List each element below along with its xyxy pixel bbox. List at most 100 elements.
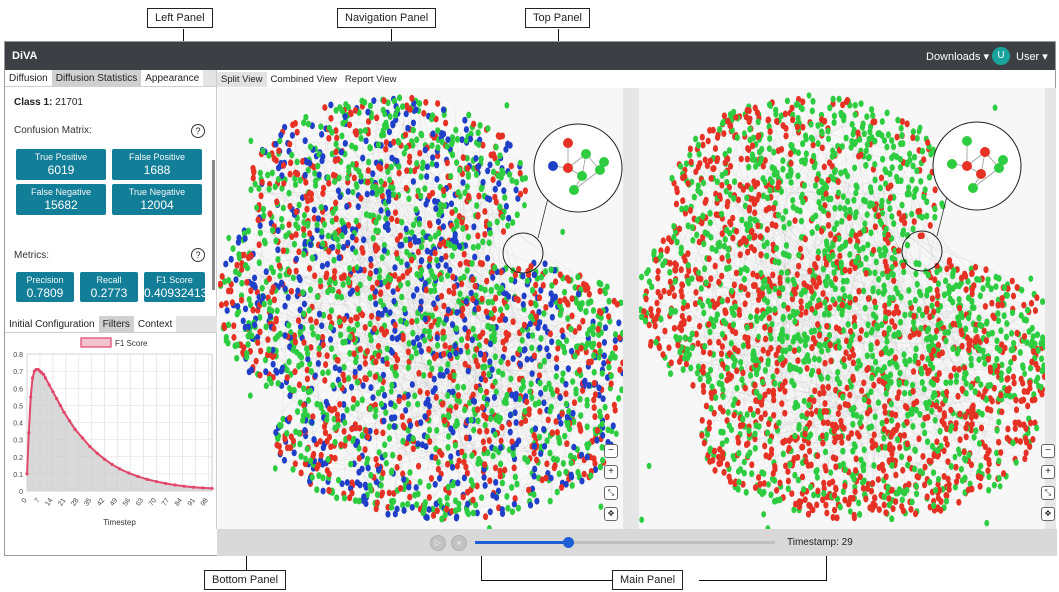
chart-point bbox=[29, 395, 33, 399]
magnifier-node bbox=[998, 155, 1008, 165]
navigation-bar: DiVA Downloads ▾ U User ▾ bbox=[5, 42, 1055, 70]
magnifier-edge bbox=[972, 167, 1000, 189]
zoom-out-icon[interactable]: − bbox=[1041, 444, 1055, 458]
recall-tile: Recall 0.2773 bbox=[80, 272, 138, 302]
tab-filters[interactable]: Filters bbox=[98, 316, 134, 332]
true-positive-value: 6019 bbox=[47, 163, 75, 177]
tab-appearance[interactable]: Appearance bbox=[141, 70, 204, 86]
precision-tile: Precision 0.7809 bbox=[16, 272, 74, 302]
confusion-help-icon[interactable]: ? bbox=[191, 124, 205, 138]
false-positive-label: False Positive bbox=[128, 152, 186, 162]
chart-ytick-label: 0.8 bbox=[13, 352, 23, 359]
user-menu[interactable]: User ▾ bbox=[1016, 51, 1048, 63]
chart-xtick-label: 63 bbox=[135, 497, 145, 507]
callout-top-panel: Top Panel bbox=[525, 8, 590, 28]
chart-point bbox=[73, 427, 77, 431]
move-icon[interactable]: ✥ bbox=[1041, 507, 1055, 521]
brand-logo[interactable]: DiVA bbox=[12, 50, 38, 62]
magnifier-connector bbox=[537, 197, 549, 239]
chart-point bbox=[136, 474, 140, 479]
graph-nodes bbox=[218, 94, 623, 529]
true-negative-tile: True Negative 12004 bbox=[112, 184, 202, 215]
chart-xtick-label: 0 bbox=[21, 497, 29, 504]
timestep-slider-fill bbox=[475, 541, 568, 544]
view-divider-left bbox=[623, 88, 639, 529]
chart-xtick-label: 35 bbox=[83, 497, 93, 507]
chart-xtick-label: 70 bbox=[148, 497, 158, 507]
chart-area-fill bbox=[27, 369, 212, 491]
chart-point bbox=[27, 431, 31, 435]
chart-xlabel: Timestep bbox=[103, 518, 136, 527]
magnifier-node bbox=[994, 163, 1004, 173]
class-summary: Class 1: 21701 bbox=[14, 97, 83, 108]
user-avatar[interactable]: U bbox=[992, 47, 1010, 65]
left-tabbar: Diffusion Diffusion Statistics Appearanc… bbox=[5, 70, 216, 87]
confusion-matrix-title: Confusion Matrix: bbox=[14, 125, 92, 136]
true-positive-label: True Positive bbox=[34, 152, 88, 162]
metrics-help-icon[interactable]: ? bbox=[191, 248, 205, 262]
tab-diffusion[interactable]: Diffusion bbox=[5, 70, 52, 86]
false-positive-value: 1688 bbox=[143, 163, 171, 177]
tab-initial-configuration[interactable]: Initial Configuration bbox=[5, 316, 99, 332]
false-negative-label: False Negative bbox=[30, 187, 92, 197]
collapse-icon[interactable]: ⤡ bbox=[604, 486, 618, 500]
chart-legend-label: F1 Score bbox=[115, 339, 148, 348]
callout-main-panel: Main Panel bbox=[612, 570, 684, 590]
zoom-in-icon[interactable]: + bbox=[604, 465, 618, 479]
callout-left-panel: Left Panel bbox=[147, 8, 213, 28]
chart-ytick-label: 0.5 bbox=[13, 403, 23, 410]
magnifier-node bbox=[968, 183, 978, 193]
class-label: Class 1: bbox=[14, 97, 53, 108]
play-icon[interactable]: ▷ bbox=[430, 535, 446, 551]
view-tabbar: Split View Combined View Report View bbox=[217, 72, 401, 87]
graph-canvas-right[interactable] bbox=[639, 88, 1045, 529]
timestep-slider[interactable] bbox=[475, 537, 775, 548]
f1-score-chart: 00.10.20.30.40.50.60.70.80 7 14 21 28 35 42 49 5… bbox=[13, 337, 214, 527]
graph-nodes bbox=[639, 92, 1045, 529]
chart-xtick-label: 7 bbox=[34, 497, 42, 504]
timestamp-value: 29 bbox=[841, 537, 853, 548]
callout-line-main-h2 bbox=[699, 580, 827, 581]
timestep-slider-thumb[interactable] bbox=[563, 537, 574, 548]
magnifier-node bbox=[962, 161, 972, 171]
left-panel: Diffusion Diffusion Statistics Appearanc… bbox=[5, 70, 217, 529]
graph-view-right[interactable] bbox=[639, 88, 1045, 529]
chart-point bbox=[55, 396, 59, 401]
chart-point bbox=[47, 383, 51, 387]
callout-line-main-h1 bbox=[481, 580, 612, 581]
chart-xtick-label: 84 bbox=[174, 497, 184, 507]
chart-point bbox=[164, 481, 168, 486]
graph-canvas-left[interactable] bbox=[218, 88, 623, 529]
metrics-title: Metrics: bbox=[14, 250, 49, 261]
tab-context[interactable]: Context bbox=[133, 316, 177, 332]
chart-point bbox=[210, 486, 214, 491]
graph-view-left[interactable] bbox=[218, 88, 623, 529]
zoom-in-icon[interactable]: + bbox=[1041, 465, 1055, 479]
left-panel-scrollbar[interactable] bbox=[212, 160, 215, 290]
chart-xtick-label: 77 bbox=[161, 497, 171, 507]
chart-point bbox=[191, 485, 196, 489]
downloads-menu[interactable]: Downloads ▾ bbox=[926, 51, 989, 63]
magnifier-node bbox=[962, 136, 972, 146]
chart-xtick-label: 28 bbox=[70, 497, 80, 507]
tab-report-view[interactable]: Report View bbox=[340, 72, 401, 87]
fast-forward-icon[interactable]: » bbox=[451, 535, 467, 551]
magnifier-node bbox=[599, 157, 609, 167]
chart-point bbox=[145, 477, 149, 481]
magnifier-node bbox=[548, 161, 558, 171]
zoom-out-icon[interactable]: − bbox=[604, 444, 618, 458]
chart-xtick-label: 21 bbox=[57, 497, 67, 507]
tab-diffusion-statistics[interactable]: Diffusion Statistics bbox=[51, 70, 142, 86]
chart-point bbox=[201, 486, 205, 490]
false-negative-value: 15682 bbox=[44, 198, 78, 212]
precision-value: 0.7809 bbox=[26, 286, 64, 300]
chart-point bbox=[51, 390, 55, 394]
tab-split-view[interactable]: Split View bbox=[217, 72, 267, 87]
chart-xtick-label: 49 bbox=[109, 497, 119, 507]
tab-combined-view[interactable]: Combined View bbox=[266, 72, 341, 87]
magnifier-lens bbox=[932, 121, 1022, 211]
chart-ytick-label: 0.2 bbox=[13, 455, 23, 462]
false-negative-tile: False Negative 15682 bbox=[16, 184, 106, 215]
collapse-icon[interactable]: ⤡ bbox=[1041, 486, 1055, 500]
move-icon[interactable]: ✥ bbox=[604, 507, 618, 521]
